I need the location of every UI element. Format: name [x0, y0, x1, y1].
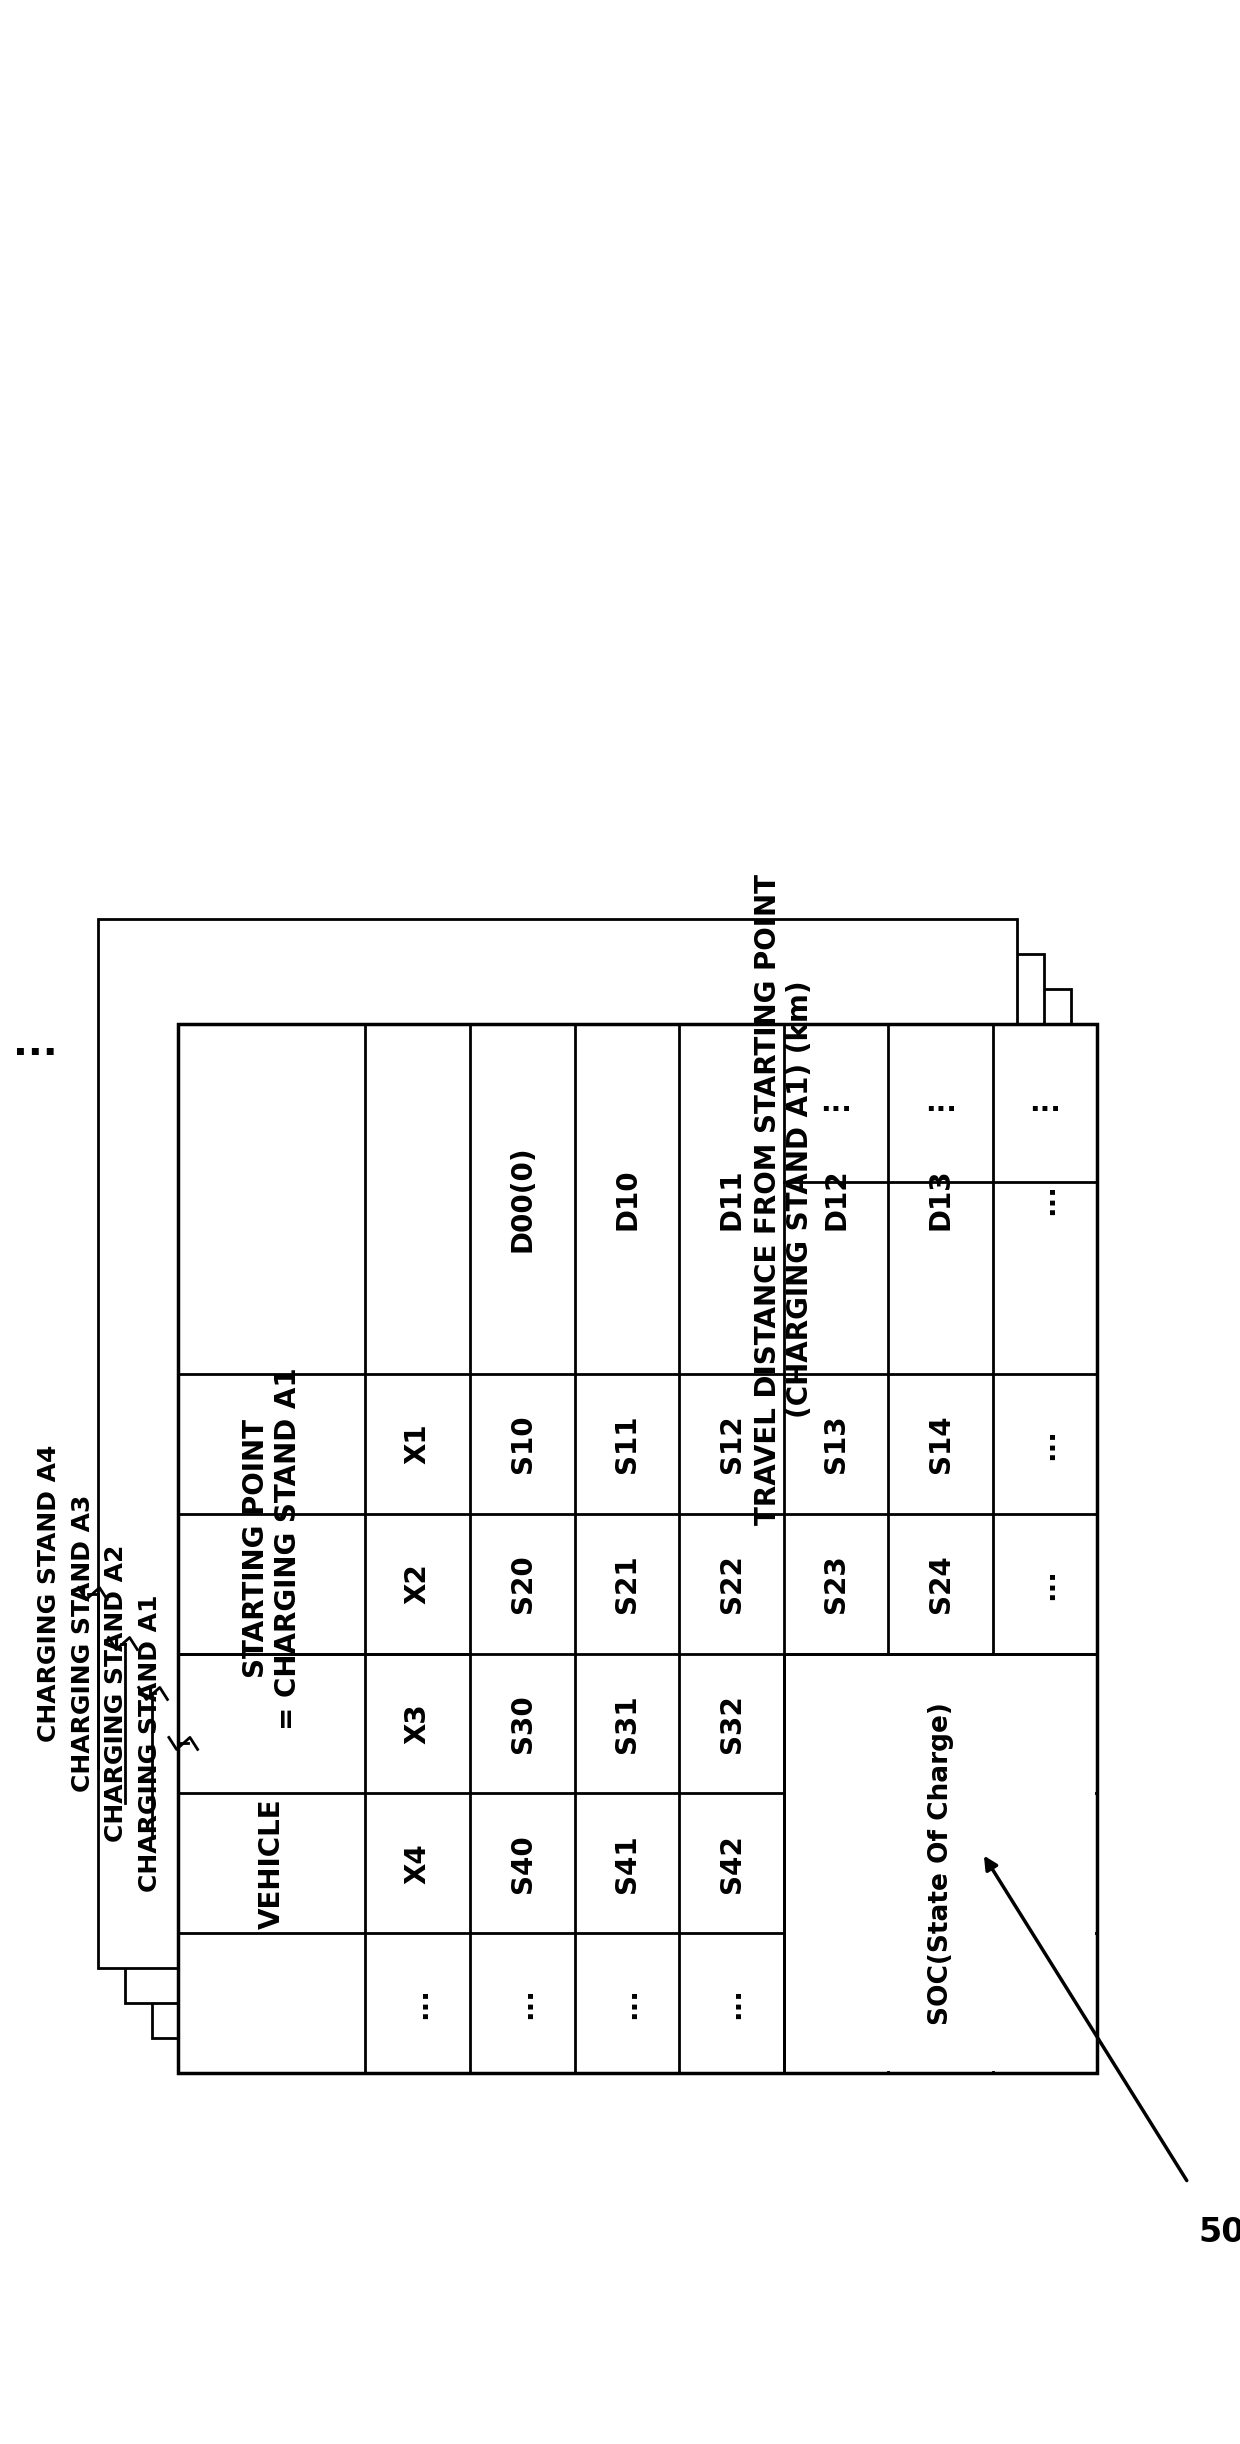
Text: D13: D13	[926, 1168, 955, 1229]
Text: STARTING POINT
= CHARGING STAND A1: STARTING POINT = CHARGING STAND A1	[242, 1366, 303, 1730]
Text: ...: ...	[1032, 1183, 1059, 1215]
Text: ...: ...	[925, 1090, 956, 1117]
Text: S22: S22	[718, 1554, 745, 1613]
Text: ...: ...	[1029, 1090, 1061, 1117]
Text: S13: S13	[822, 1415, 851, 1474]
Text: CHARGING STAND A2: CHARGING STAND A2	[104, 1545, 128, 1843]
Text: S40: S40	[508, 1833, 537, 1892]
Text: SOC(State Of Charge): SOC(State Of Charge)	[928, 1701, 954, 2024]
Bar	[179, 1024, 1097, 2073]
Text: S31: S31	[613, 1694, 641, 1752]
Text: ...: ...	[820, 1090, 852, 1117]
Text: S32: S32	[718, 1694, 745, 1752]
Text: X1: X1	[404, 1422, 432, 1464]
Text: S10: S10	[508, 1415, 537, 1474]
Text: S42: S42	[718, 1833, 745, 1892]
Text: 50: 50	[1199, 2217, 1240, 2248]
Text: D00(0): D00(0)	[508, 1146, 537, 1251]
Bar	[151, 990, 1070, 2038]
Text: ...: ...	[613, 1987, 641, 2019]
Text: D10: D10	[613, 1168, 641, 1229]
Text: VEHICLE: VEHICLE	[258, 1799, 285, 1928]
Text: S12: S12	[718, 1415, 745, 1474]
Text: S23: S23	[822, 1554, 851, 1613]
Text: ...: ...	[718, 1987, 745, 2019]
Text: X3: X3	[404, 1703, 432, 1745]
Text: ...: ...	[1032, 1427, 1059, 1459]
Text: ...: ...	[508, 1987, 537, 2019]
Text: D11: D11	[718, 1168, 745, 1229]
Text: D12: D12	[822, 1168, 851, 1229]
Text: CHARGING STAND A4: CHARGING STAND A4	[37, 1444, 61, 1743]
Text: ...: ...	[1032, 1567, 1059, 1598]
Text: S41: S41	[613, 1833, 641, 1892]
Text: CHARGING STAND A1: CHARGING STAND A1	[138, 1593, 161, 1892]
Text: CHARGING STAND A3: CHARGING STAND A3	[71, 1496, 94, 1791]
Text: S20: S20	[508, 1554, 537, 1613]
Text: S24: S24	[926, 1554, 955, 1613]
Text: S11: S11	[613, 1415, 641, 1474]
Text: TRAVEL DISTANCE FROM STARTING POINT
(CHARGING STAND A1) (km): TRAVEL DISTANCE FROM STARTING POINT (CHA…	[754, 873, 813, 1525]
Text: S14: S14	[926, 1415, 955, 1474]
Bar	[98, 919, 1017, 1967]
Bar	[125, 953, 1044, 2004]
Text: S30: S30	[508, 1694, 537, 1752]
Text: ...: ...	[404, 1987, 432, 2019]
Text: ...: ...	[12, 1024, 57, 1063]
Bar	[786, 1655, 1095, 2070]
Text: X4: X4	[404, 1843, 432, 1884]
Text: X2: X2	[404, 1564, 432, 1603]
Text: S21: S21	[613, 1554, 641, 1613]
